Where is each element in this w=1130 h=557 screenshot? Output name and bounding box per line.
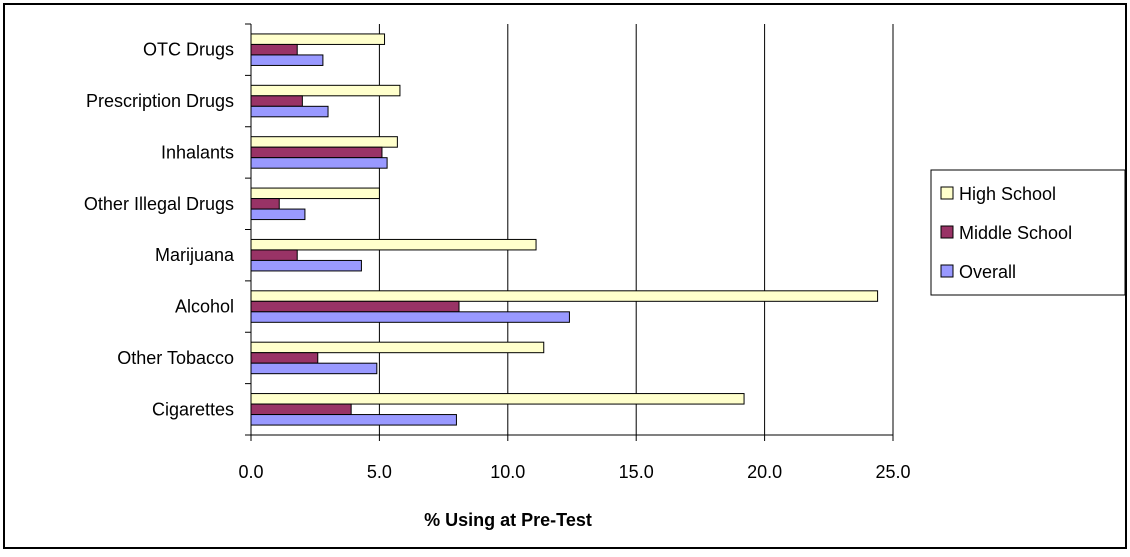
bar-alcohol-overall [250,311,570,323]
legend-swatch-overall [940,264,954,278]
category-label-cigarettes: Cigarettes [152,399,234,419]
x-tick-label: 5.0 [367,462,392,482]
bar-inhalants-overall [250,157,388,169]
bar-marijuana-middle-school [250,249,298,261]
category-label-marijuana: Marijuana [155,245,235,265]
x-tick-label: 0.0 [238,462,263,482]
legend-label-overall: Overall [959,262,1016,282]
bar-other-tobacco-overall [250,362,378,375]
legend-label-high-school: High School [959,184,1056,204]
bar-other-tobacco-high-school [250,341,545,354]
axes [245,23,894,441]
bar-cigarettes-middle-school [250,403,352,416]
legend-swatch-middle-school [940,225,954,239]
x-tick-label: 10.0 [490,462,525,482]
bar-cigarettes-overall [250,414,457,426]
legend-swatch-high-school [940,186,954,200]
bar-prescription-drugs-middle-school [250,95,303,107]
bar-other-illegal-drugs-middle-school [250,198,280,210]
x-tick-label: 25.0 [875,462,910,482]
bar-inhalants-high-school [250,136,398,148]
bar-otc-drugs-high-school [250,33,386,45]
bar-prescription-drugs-high-school [250,84,401,97]
bar-alcohol-high-school [250,290,879,302]
bar-prescription-drugs-overall [250,105,329,118]
category-label-other-tobacco: Other Tobacco [117,348,234,368]
bar-cigarettes-high-school [250,393,745,405]
bar-otc-drugs-middle-school [250,43,298,56]
legend: High School Middle School Overall [930,169,1126,296]
bar-inhalants-middle-school [250,146,383,159]
category-label-otc-drugs: OTC Drugs [143,40,234,60]
axis-labels: 0.0 5.0 10.0 15.0 20.0 25.0 OTC Drugs Prescript… [84,40,911,482]
bars [250,33,879,426]
category-label-alcohol: Alcohol [175,297,234,317]
bar-other-tobacco-middle-school [250,352,319,364]
legend-box [930,169,1126,296]
bar-marijuana-high-school [250,238,537,251]
bar-otc-drugs-overall [250,54,324,66]
bar-alcohol-middle-school [250,300,460,313]
category-label-prescription-drugs: Prescription Drugs [86,91,234,111]
x-tick-label: 15.0 [619,462,654,482]
bar-other-illegal-drugs-high-school [250,187,380,200]
x-axis-title: % Using at Pre-Test [424,510,592,530]
category-label-inhalants: Inhalants [161,142,234,162]
legend-label-middle-school: Middle School [959,223,1072,243]
x-tick-label: 20.0 [747,462,782,482]
bar-other-illegal-drugs-overall [250,208,306,221]
category-label-other-illegal-drugs: Other Illegal Drugs [84,194,234,214]
bar-marijuana-overall [250,259,362,272]
